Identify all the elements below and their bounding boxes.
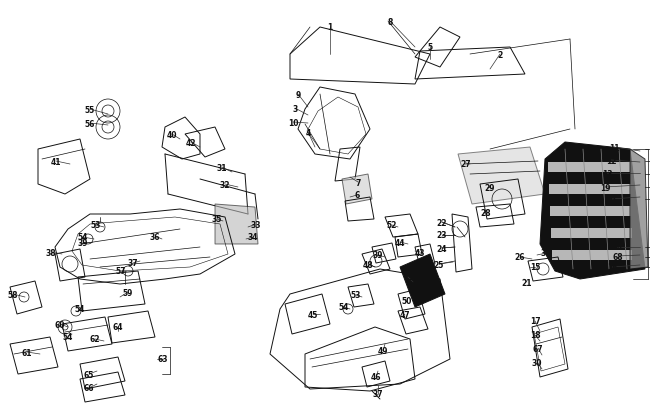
- Text: 48: 48: [363, 260, 373, 269]
- Text: 65: 65: [84, 370, 94, 379]
- Text: 68: 68: [613, 252, 623, 261]
- Text: 26: 26: [515, 253, 525, 262]
- Text: 5: 5: [428, 43, 432, 51]
- Polygon shape: [400, 254, 445, 307]
- Text: 17: 17: [530, 317, 540, 326]
- Text: 29: 29: [485, 183, 495, 192]
- Text: 51: 51: [408, 278, 418, 287]
- Text: 20: 20: [606, 195, 616, 204]
- Polygon shape: [215, 205, 258, 244]
- Text: 18: 18: [530, 331, 540, 340]
- Text: 39: 39: [372, 251, 384, 260]
- Text: 37: 37: [127, 259, 138, 268]
- Text: 49: 49: [378, 347, 388, 356]
- Polygon shape: [549, 185, 630, 194]
- Text: 9: 9: [295, 90, 300, 99]
- Polygon shape: [552, 250, 632, 260]
- Text: 59: 59: [123, 288, 133, 297]
- Text: 53: 53: [351, 291, 361, 300]
- Text: 33: 33: [251, 220, 261, 229]
- Text: 2: 2: [497, 50, 502, 60]
- Text: 42: 42: [186, 138, 196, 147]
- Text: 21: 21: [522, 278, 532, 287]
- Text: 23: 23: [437, 231, 447, 240]
- Text: 1: 1: [328, 22, 333, 32]
- Text: 13: 13: [602, 169, 612, 178]
- Text: 53: 53: [91, 221, 101, 230]
- Text: 25: 25: [434, 260, 444, 269]
- Text: 8: 8: [387, 17, 393, 26]
- Text: 37: 37: [372, 390, 384, 399]
- Polygon shape: [548, 162, 630, 173]
- Polygon shape: [458, 148, 545, 205]
- Text: 54: 54: [75, 305, 85, 314]
- Text: 60: 60: [55, 320, 65, 329]
- Text: 41: 41: [51, 157, 61, 166]
- Text: 55: 55: [85, 105, 95, 114]
- Text: 40: 40: [167, 130, 177, 139]
- Polygon shape: [540, 143, 645, 279]
- Text: 35: 35: [212, 215, 222, 224]
- Text: 30: 30: [532, 358, 542, 367]
- Polygon shape: [550, 207, 631, 216]
- Text: 16: 16: [606, 263, 618, 272]
- Text: 46: 46: [370, 373, 382, 382]
- Text: 36: 36: [150, 232, 161, 241]
- Text: 39: 39: [78, 238, 88, 247]
- Text: 58: 58: [8, 290, 18, 299]
- Text: 61: 61: [21, 347, 32, 357]
- Text: 44: 44: [395, 238, 405, 247]
- Text: 50: 50: [402, 297, 412, 306]
- Text: 31: 31: [216, 163, 228, 172]
- Text: 10: 10: [288, 118, 298, 127]
- Text: 32: 32: [220, 180, 230, 189]
- Text: 64: 64: [112, 322, 124, 331]
- Text: 34: 34: [248, 233, 258, 242]
- Text: 63: 63: [158, 355, 168, 364]
- Text: 22: 22: [437, 218, 447, 227]
- Text: 38: 38: [46, 248, 57, 257]
- Text: 24: 24: [437, 244, 447, 253]
- Text: 45: 45: [308, 310, 318, 319]
- Polygon shape: [342, 175, 372, 205]
- Text: 14: 14: [612, 243, 622, 252]
- Text: 52: 52: [387, 221, 397, 230]
- Text: 47: 47: [400, 311, 410, 320]
- Polygon shape: [630, 149, 648, 269]
- Text: 15: 15: [530, 263, 540, 272]
- Text: 62: 62: [90, 335, 100, 344]
- Text: 19: 19: [600, 183, 610, 192]
- Text: 27: 27: [461, 159, 471, 168]
- Text: 54: 54: [63, 332, 73, 341]
- Text: 54: 54: [78, 233, 88, 242]
- Text: 28: 28: [481, 208, 491, 217]
- Polygon shape: [551, 228, 632, 239]
- Text: 11: 11: [609, 143, 619, 152]
- Text: 30: 30: [541, 249, 551, 258]
- Text: 4: 4: [306, 128, 311, 137]
- Text: 3: 3: [292, 104, 298, 113]
- Text: 43: 43: [415, 248, 425, 257]
- Text: 66: 66: [84, 384, 94, 392]
- Text: 12: 12: [606, 156, 616, 165]
- Text: 57: 57: [116, 267, 126, 276]
- Text: 54: 54: [339, 303, 349, 312]
- Text: 7: 7: [356, 178, 361, 187]
- Text: 56: 56: [84, 119, 95, 128]
- Text: 67: 67: [533, 344, 543, 353]
- Text: 6: 6: [354, 191, 359, 200]
